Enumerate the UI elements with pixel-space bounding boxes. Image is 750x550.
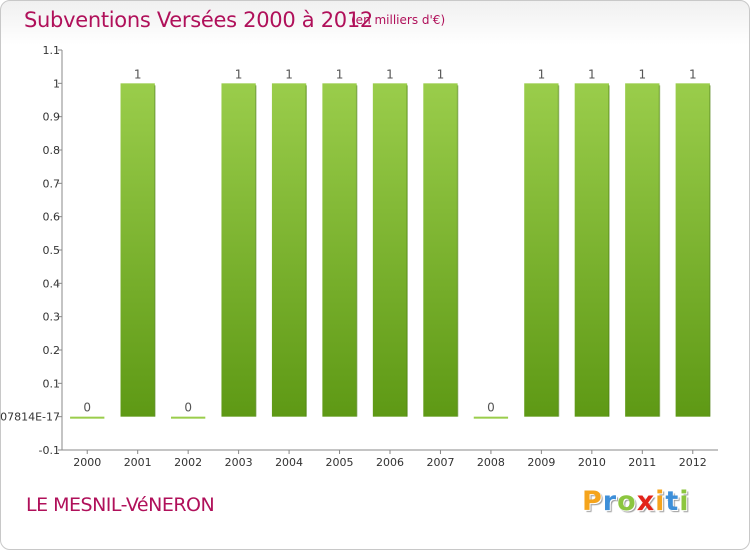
logo-letter: t [665, 486, 680, 517]
logo-letter: o [617, 486, 637, 517]
data-label: 1 [638, 67, 646, 81]
logo-letter: P [582, 486, 603, 517]
x-tick-label: 2010 [578, 456, 606, 469]
y-tick-label: 0.9 [43, 111, 61, 124]
x-tick-label: 2003 [225, 456, 253, 469]
x-tick-label: 2001 [124, 456, 152, 469]
unit-note: (en milliers d'€) [351, 13, 446, 27]
y-tick-label: 1.1 [43, 44, 61, 57]
x-tick-label: 2007 [426, 456, 454, 469]
data-label: 1 [336, 67, 344, 81]
y-tick-label: 0.8 [43, 144, 61, 157]
x-tick-label: 2004 [275, 456, 303, 469]
bar [120, 83, 155, 417]
data-label: 1 [285, 67, 293, 81]
x-tick-label: 2000 [73, 456, 101, 469]
bar [473, 416, 509, 419]
x-tick-label: 2002 [174, 456, 202, 469]
bar [625, 83, 660, 417]
bar [423, 83, 458, 417]
data-label: 1 [235, 67, 243, 81]
data-label: 1 [437, 67, 445, 81]
x-tick-label: 2008 [477, 456, 505, 469]
place-name: LE MESNIL-VéNERON [26, 494, 215, 516]
data-label: 0 [487, 401, 495, 415]
bar [675, 83, 710, 417]
y-tick-label: 0.4 [43, 277, 61, 290]
y-tick-label: 0.7 [43, 177, 61, 190]
logo-letter: i [679, 486, 690, 517]
y-tick-label: 1 [53, 77, 60, 90]
logo-letter: i [655, 486, 666, 517]
y-tick-label: 1.3877787807814E-17 [0, 411, 60, 424]
bar [170, 416, 206, 419]
y-tick-label: 0.6 [43, 211, 61, 224]
y-tick-label: 0.3 [43, 311, 61, 324]
data-label: 1 [689, 67, 697, 81]
bar [574, 83, 610, 417]
data-label: 1 [134, 67, 142, 81]
bar [322, 83, 357, 417]
data-label: 0 [184, 401, 192, 415]
bar [524, 83, 559, 417]
y-tick-label: 0.1 [43, 377, 61, 390]
x-tick-label: 2011 [628, 456, 656, 469]
y-tick-label: 0.2 [43, 344, 61, 357]
proxiti-logo[interactable]: Proxiti [582, 486, 690, 517]
x-tick-label: 2006 [376, 456, 404, 469]
x-tick-label: 2012 [679, 456, 707, 469]
data-label: 0 [83, 401, 91, 415]
logo-letter: r [602, 486, 618, 517]
data-label: 1 [386, 67, 394, 81]
y-tick-label: 0.5 [43, 244, 61, 257]
x-tick-label: 2009 [527, 456, 555, 469]
logo-letter: x [636, 486, 656, 517]
bar [372, 83, 408, 417]
bar [271, 83, 307, 417]
bar [221, 83, 256, 417]
chart-title: Subventions Versées 2000 à 2012 [24, 8, 373, 32]
x-tick-label: 2005 [326, 456, 354, 469]
data-label: 1 [588, 67, 596, 81]
y-tick-label: -0.1 [39, 444, 60, 457]
bar [70, 416, 105, 419]
data-label: 1 [538, 67, 546, 81]
